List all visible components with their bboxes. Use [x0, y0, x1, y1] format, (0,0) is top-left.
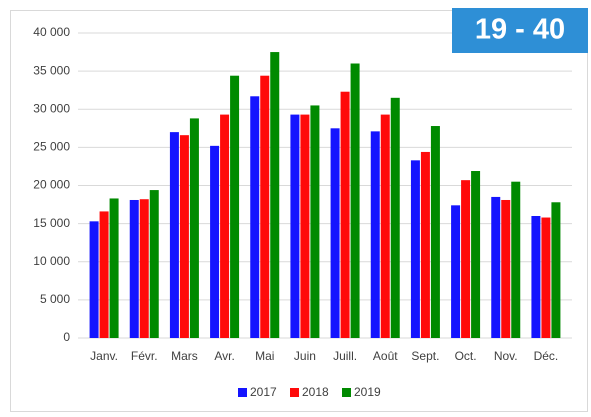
bar — [330, 128, 340, 338]
bar — [210, 145, 220, 338]
x-tick-label: Janv. — [90, 349, 118, 363]
bar — [541, 217, 551, 338]
bar — [420, 151, 430, 338]
y-tick-label: 20 000 — [33, 178, 70, 192]
badge: 19 - 40 — [475, 14, 565, 46]
legend-label: 2017 — [250, 385, 277, 399]
bar — [290, 114, 300, 339]
bar — [260, 75, 270, 338]
x-tick-label: Avr. — [214, 349, 234, 363]
bar — [89, 221, 99, 338]
bar — [340, 91, 350, 339]
bar — [310, 105, 320, 338]
bar — [551, 202, 561, 338]
bar — [220, 114, 230, 339]
bar — [139, 199, 149, 338]
bar — [189, 118, 199, 339]
bar — [531, 216, 541, 338]
bar — [511, 181, 521, 338]
bar — [350, 63, 360, 338]
x-tick-label: Juill. — [333, 349, 357, 363]
y-tick-label: 5 000 — [40, 292, 70, 306]
legend-label: 2019 — [354, 385, 381, 399]
bar — [169, 132, 179, 338]
bar — [491, 196, 501, 338]
bar — [179, 135, 189, 338]
bar — [99, 211, 109, 338]
bar — [370, 131, 380, 338]
x-tick-label: Oct. — [455, 349, 477, 363]
bar — [380, 114, 390, 339]
y-tick-label: 15 000 — [33, 216, 70, 230]
badge-box — [452, 8, 588, 53]
bar — [461, 180, 471, 338]
bar — [410, 160, 420, 338]
y-tick-label: 40 000 — [33, 25, 70, 39]
bar — [250, 96, 260, 338]
legend-swatch — [238, 388, 247, 397]
legend-label: 2018 — [302, 385, 329, 399]
bar — [300, 114, 310, 339]
bar — [230, 75, 240, 338]
bar — [471, 171, 481, 338]
legend-swatch — [342, 388, 351, 397]
bar — [430, 126, 440, 339]
bar — [451, 205, 461, 338]
y-tick-label: 10 000 — [33, 254, 70, 268]
legend-swatch — [290, 388, 299, 397]
x-tick-label: Nov. — [494, 349, 518, 363]
x-tick-label: Juin — [294, 349, 316, 363]
x-tick-label: Mai — [255, 349, 274, 363]
y-tick-label: 25 000 — [33, 140, 70, 154]
y-tick-label: 0 — [63, 330, 70, 344]
x-tick-label: Déc. — [534, 349, 559, 363]
bar — [149, 190, 159, 338]
y-tick-label: 35 000 — [33, 63, 70, 77]
x-tick-label: Mars — [171, 349, 198, 363]
bar — [109, 198, 119, 338]
bar — [129, 199, 139, 338]
bar — [270, 52, 280, 338]
x-tick-label: Août — [373, 349, 398, 363]
x-tick-label: Févr. — [131, 349, 158, 363]
y-tick-label: 30 000 — [33, 101, 70, 115]
x-tick-label: Sept. — [411, 349, 439, 363]
bar — [501, 199, 511, 338]
bar — [390, 97, 400, 338]
